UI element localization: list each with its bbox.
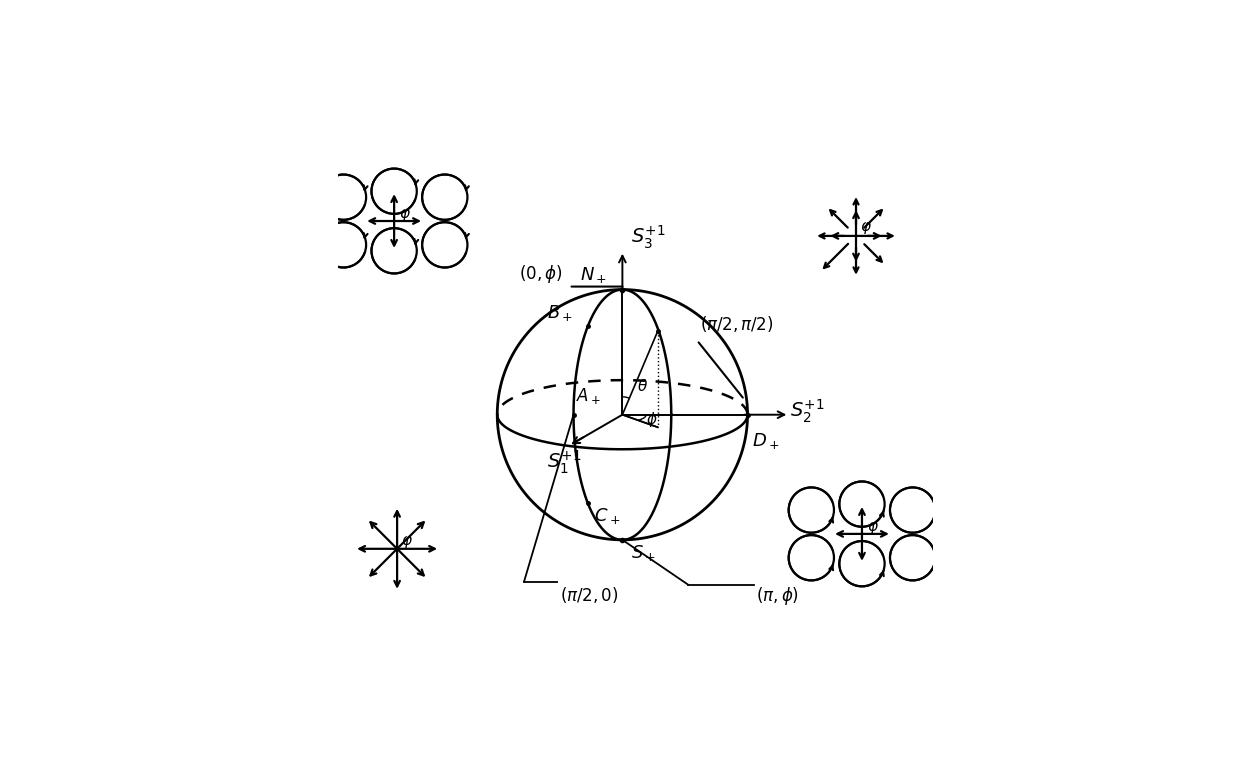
Text: $\phi$: $\phi$: [646, 409, 657, 429]
Text: $(\pi/2,0)$: $(\pi/2,0)$: [559, 584, 618, 604]
Text: $A_+$: $A_+$: [577, 385, 601, 406]
Text: $D_+$: $D_+$: [753, 431, 780, 451]
Text: $S_1^{+1}$: $S_1^{+1}$: [547, 448, 582, 476]
Text: $(0,\phi)$: $(0,\phi)$: [520, 263, 563, 285]
Text: $S_2^{+1}$: $S_2^{+1}$: [790, 398, 825, 426]
Text: $\varphi$: $\varphi$: [867, 520, 879, 536]
Text: $C_+$: $C_+$: [594, 506, 620, 526]
Text: $\varphi$: $\varphi$: [402, 533, 413, 550]
Text: $(\pi/2,\pi/2)$: $(\pi/2,\pi/2)$: [699, 314, 773, 334]
Text: $B_+$: $B_+$: [547, 303, 573, 324]
Text: $S_3^{+1}$: $S_3^{+1}$: [631, 224, 666, 251]
Text: $\varphi$: $\varphi$: [399, 207, 410, 223]
Text: $\varphi$: $\varphi$: [859, 220, 872, 236]
Text: $S_+$: $S_+$: [631, 543, 656, 563]
Text: $(\pi,\phi)$: $(\pi,\phi)$: [756, 584, 800, 607]
Text: $N_+$: $N_+$: [580, 265, 608, 285]
Text: $\theta$: $\theta$: [637, 378, 649, 394]
